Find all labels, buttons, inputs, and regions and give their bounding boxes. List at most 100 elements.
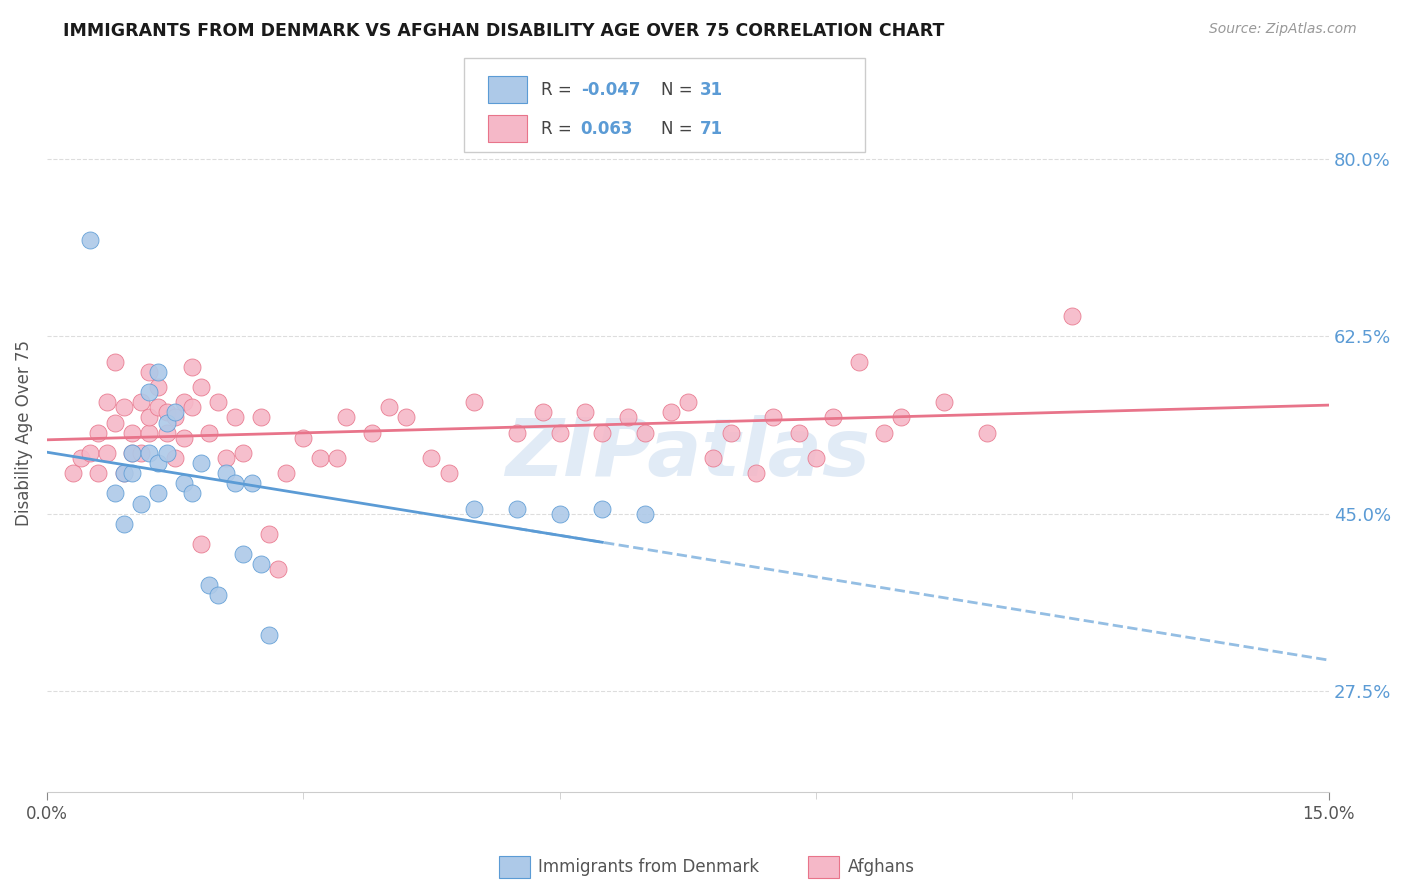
Point bbox=[155, 425, 177, 440]
Point bbox=[138, 425, 160, 440]
Text: Source: ZipAtlas.com: Source: ZipAtlas.com bbox=[1209, 22, 1357, 37]
Point bbox=[224, 410, 246, 425]
Point bbox=[146, 365, 169, 379]
Point bbox=[112, 466, 135, 480]
Text: R =: R = bbox=[541, 80, 578, 98]
Point bbox=[165, 405, 187, 419]
Point bbox=[437, 466, 460, 480]
Point bbox=[190, 537, 212, 551]
Point bbox=[702, 450, 724, 465]
Point bbox=[224, 476, 246, 491]
Point bbox=[249, 558, 271, 572]
Point bbox=[257, 628, 280, 642]
Point bbox=[804, 450, 827, 465]
Point bbox=[87, 425, 110, 440]
Point bbox=[181, 486, 204, 500]
Point bbox=[121, 446, 143, 460]
Point bbox=[207, 395, 229, 409]
Point bbox=[96, 395, 118, 409]
Point bbox=[165, 410, 187, 425]
Point bbox=[634, 425, 657, 440]
Point bbox=[659, 405, 682, 419]
Point bbox=[121, 425, 143, 440]
Point bbox=[155, 416, 177, 430]
Point bbox=[215, 450, 238, 465]
Point bbox=[138, 446, 160, 460]
Point bbox=[463, 395, 485, 409]
Point bbox=[138, 410, 160, 425]
Point bbox=[257, 527, 280, 541]
Point bbox=[190, 380, 212, 394]
Point bbox=[173, 476, 195, 491]
Point bbox=[129, 395, 152, 409]
Point bbox=[79, 233, 101, 247]
Point bbox=[146, 380, 169, 394]
Point bbox=[420, 450, 443, 465]
Text: ZIPatlas: ZIPatlas bbox=[505, 415, 870, 493]
Point bbox=[138, 365, 160, 379]
Point bbox=[165, 450, 187, 465]
Point bbox=[823, 410, 845, 425]
Point bbox=[112, 516, 135, 531]
Text: Afghans: Afghans bbox=[848, 858, 915, 876]
Point bbox=[506, 425, 529, 440]
Point bbox=[70, 450, 93, 465]
Point bbox=[266, 562, 288, 576]
Point bbox=[112, 466, 135, 480]
Point bbox=[309, 450, 332, 465]
Point bbox=[198, 425, 221, 440]
Point bbox=[890, 410, 912, 425]
Text: -0.047: -0.047 bbox=[581, 80, 640, 98]
Point bbox=[531, 405, 554, 419]
Point bbox=[976, 425, 998, 440]
Point bbox=[617, 410, 640, 425]
Point bbox=[232, 547, 254, 561]
Point bbox=[574, 405, 596, 419]
Y-axis label: Disability Age Over 75: Disability Age Over 75 bbox=[15, 340, 32, 525]
Text: IMMIGRANTS FROM DENMARK VS AFGHAN DISABILITY AGE OVER 75 CORRELATION CHART: IMMIGRANTS FROM DENMARK VS AFGHAN DISABI… bbox=[63, 22, 945, 40]
Point bbox=[548, 425, 571, 440]
Point bbox=[326, 450, 349, 465]
Text: 0.063: 0.063 bbox=[581, 120, 633, 137]
Point bbox=[787, 425, 810, 440]
Point bbox=[934, 395, 956, 409]
Text: N =: N = bbox=[661, 120, 697, 137]
Point bbox=[129, 446, 152, 460]
Text: Immigrants from Denmark: Immigrants from Denmark bbox=[538, 858, 759, 876]
Point bbox=[207, 588, 229, 602]
Point bbox=[232, 446, 254, 460]
Point bbox=[155, 405, 177, 419]
Point bbox=[506, 501, 529, 516]
Point bbox=[146, 401, 169, 415]
Point bbox=[198, 577, 221, 591]
Point bbox=[146, 486, 169, 500]
Point bbox=[79, 446, 101, 460]
Point bbox=[591, 425, 613, 440]
Point bbox=[155, 446, 177, 460]
Point bbox=[121, 466, 143, 480]
Text: 31: 31 bbox=[700, 80, 723, 98]
Point bbox=[634, 507, 657, 521]
Point bbox=[548, 507, 571, 521]
Point bbox=[181, 359, 204, 374]
Text: N =: N = bbox=[661, 80, 697, 98]
Point bbox=[360, 425, 382, 440]
Point bbox=[104, 486, 127, 500]
Point bbox=[190, 456, 212, 470]
Point bbox=[591, 501, 613, 516]
Point bbox=[276, 466, 298, 480]
Point bbox=[112, 401, 135, 415]
Point bbox=[96, 446, 118, 460]
Point bbox=[745, 466, 768, 480]
Point bbox=[121, 446, 143, 460]
Point bbox=[104, 355, 127, 369]
Point bbox=[62, 466, 84, 480]
Point bbox=[104, 416, 127, 430]
Point bbox=[335, 410, 357, 425]
Point bbox=[87, 466, 110, 480]
Point bbox=[873, 425, 896, 440]
Point bbox=[240, 476, 263, 491]
Point bbox=[463, 501, 485, 516]
Point bbox=[720, 425, 742, 440]
Point bbox=[138, 385, 160, 400]
